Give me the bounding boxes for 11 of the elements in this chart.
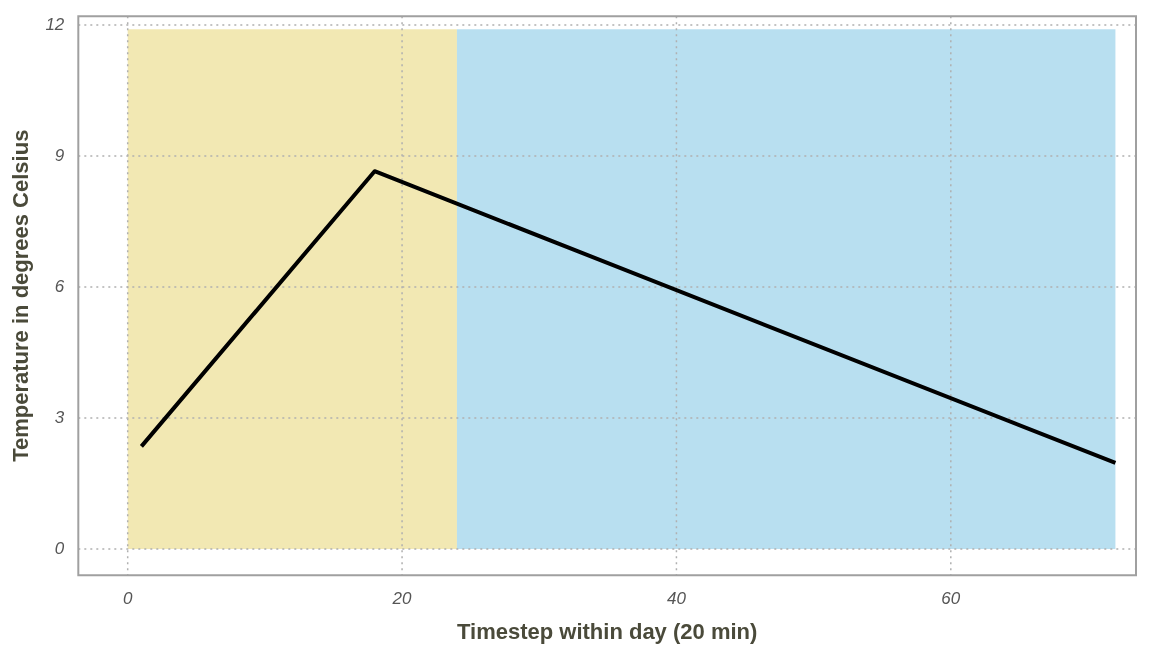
y-tick-label: 12 [45,14,65,34]
x-axis-title: Timestep within day (20 min) [456,618,758,644]
x-tick-label: 20 [391,589,413,609]
y-tick-label: 9 [54,145,65,165]
y-tick-label: 6 [54,276,65,296]
y-tick-label: 3 [54,407,65,427]
x-tick-label: 60 [941,589,961,609]
x-tick-label: 40 [666,589,687,609]
x-tick-label: 0 [122,589,133,609]
y-axis-title: Temperature in degrees Celsius [8,129,34,462]
y-tick-label: 0 [54,538,65,558]
